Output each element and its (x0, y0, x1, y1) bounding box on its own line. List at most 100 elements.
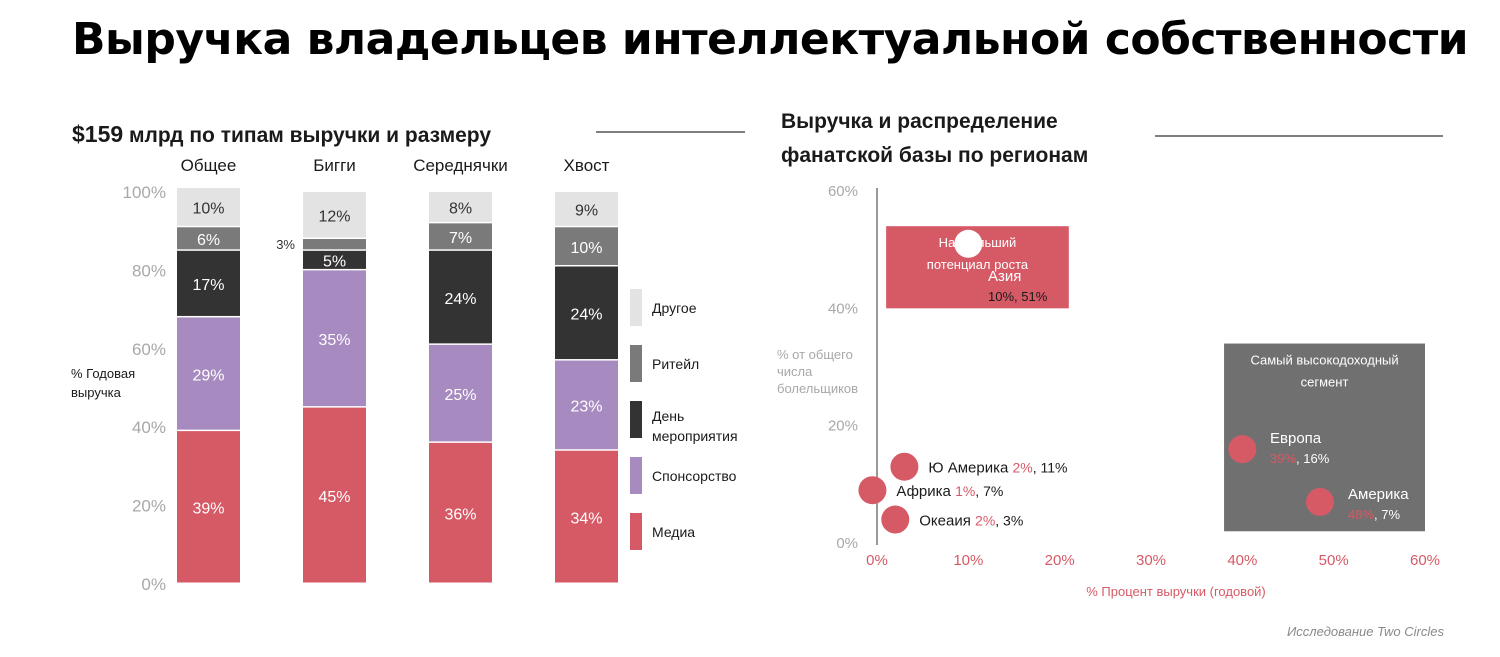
scatter-y-tick-label: 20% (828, 418, 858, 435)
bar-data-label: 35% (318, 332, 350, 349)
bar-segment-media (429, 442, 492, 583)
bar-y-tick-label: 40% (132, 418, 166, 437)
legend-swatch-other (630, 289, 642, 326)
bar-data-label: 39% (192, 501, 224, 518)
scatter-point-name: Азия (988, 268, 1021, 285)
scatter-point-label: Ю Америка 2%, 11% (928, 460, 1067, 477)
bar-segment-other (303, 192, 366, 238)
legend-label: мероприятия (652, 428, 738, 444)
bar-segment-other (177, 188, 240, 226)
source-note: Исследование Two Circles (1287, 624, 1445, 639)
scatter-point-separator: , (975, 483, 983, 499)
scatter-chart-title: фанатской базы по регионам (781, 144, 1088, 167)
bar-data-label: 10% (570, 240, 602, 257)
scatter-point-name: Америка (1348, 486, 1409, 503)
legend-label: Ритейл (652, 356, 699, 372)
bar-y-axis-label: выручка (71, 385, 122, 400)
scatter-point-label: Океаия 2%, 3% (919, 513, 1023, 530)
bar-segment-other (429, 192, 492, 222)
scatter-point-separator: , (995, 513, 1003, 529)
bar-data-label: 12% (318, 209, 350, 226)
scatter-point-y-value: 51% (1021, 289, 1047, 304)
legend-label: Медиа (652, 524, 695, 540)
bar-segment-media (177, 431, 240, 583)
scatter-point (1228, 435, 1257, 464)
scatter-x-axis-label: % Процент выручки (годовой) (1086, 584, 1266, 599)
scatter-point-separator: , (1033, 460, 1041, 476)
page-title: Выручка владельцев интеллектуальной собс… (72, 14, 1469, 65)
scatter-chart-title: Выручка и распределение (781, 110, 1058, 133)
scatter-point (858, 476, 887, 505)
scatter-chart: Выручка и распределение фанатской базы по… (777, 110, 1443, 599)
scatter-point-values: 10%, 51% (988, 289, 1048, 304)
scatter-y-axis-label: болельщиков (777, 381, 858, 396)
bar-y-tick-label: 20% (132, 497, 166, 516)
scatter-x-tick-label: 0% (866, 552, 888, 569)
scatter-point-x-value: 2% (975, 513, 995, 529)
scatter-region-label: сегмент (1301, 375, 1349, 390)
bar-data-label: 17% (192, 277, 224, 294)
bar-y-tick-label: 60% (132, 340, 166, 359)
scatter-point-separator: , (1374, 507, 1381, 522)
bar-category-label: Общее (181, 156, 237, 175)
scatter-point-y-value: 7% (983, 483, 1003, 499)
bar-data-label: 29% (192, 367, 224, 384)
bar-segment-other (555, 192, 618, 226)
scatter-point-separator: , (1014, 289, 1021, 304)
bar-data-label: 34% (570, 510, 602, 527)
scatter-x-tick-label: 40% (1227, 552, 1257, 569)
scatter-point (890, 452, 919, 481)
legend-label: Спонсорство (652, 468, 737, 484)
scatter-point-label: Африка 1%, 7% (896, 483, 1003, 500)
bar-y-tick-label: 0% (141, 575, 166, 594)
bar-data-label: 7% (449, 230, 472, 247)
legend-label: Другое (652, 300, 697, 316)
scatter-x-tick-label: 10% (953, 552, 983, 569)
bar-segment-retail (303, 239, 366, 250)
scatter-point (1305, 487, 1334, 516)
legend-swatch-media (630, 513, 642, 550)
bar-category-label: Бигги (313, 156, 356, 175)
legend-swatch-sponsorship (630, 457, 642, 494)
scatter-y-axis-label: числа (777, 364, 813, 379)
scatter-point (954, 229, 983, 258)
bar-segment-matchday (177, 250, 240, 316)
bar-segment-sponsorship (429, 344, 492, 442)
bar-segment-sponsorship (303, 270, 366, 407)
scatter-point-values: 39%, 16% (1270, 451, 1330, 466)
bar-category-label: Середнячки (413, 156, 508, 175)
bar-category-label: Хвост (564, 156, 610, 175)
bar-y-tick-label: 80% (132, 261, 166, 280)
bar-data-label: 23% (570, 399, 602, 416)
bar-segment-media (303, 407, 366, 583)
scatter-point-x-value: 10% (988, 289, 1014, 304)
bar-data-label: 3% (276, 237, 295, 252)
bar-data-label: 24% (444, 291, 476, 308)
scatter-point-y-value: 3% (1003, 513, 1023, 529)
scatter-y-tick-label: 40% (828, 300, 858, 317)
scatter-y-axis-label: % от общего (777, 347, 853, 362)
scatter-x-tick-label: 60% (1410, 552, 1440, 569)
scatter-point-x-value: 1% (955, 483, 975, 499)
scatter-point-name: Европа (1270, 430, 1322, 447)
legend-label: День (652, 408, 684, 424)
bar-data-label: 36% (444, 506, 476, 523)
bar-segment-matchday (555, 266, 618, 360)
bar-chart-title-rest: млрд по типам выручки и размеру (123, 124, 491, 147)
stacked-bar-chart: $159 млрд по типам выручки и размеру 0% 20… (71, 121, 745, 594)
scatter-region-label: Самый высокодоходный (1250, 353, 1398, 368)
scatter-point-y-value: 11% (1041, 460, 1068, 476)
scatter-x-tick-label: 50% (1319, 552, 1349, 569)
bar-chart-title-amount: $159 (72, 121, 123, 147)
bar-data-label: 25% (444, 387, 476, 404)
bar-segment-sponsorship (177, 317, 240, 430)
legend-swatch-matchday (630, 401, 642, 438)
scatter-point (881, 505, 910, 534)
bar-segment-matchday (429, 250, 492, 344)
bar-segment-matchday (303, 250, 366, 269)
bar-data-label: 5% (323, 254, 346, 271)
bar-data-label: 24% (570, 307, 602, 324)
scatter-point-x-value: 39% (1270, 451, 1296, 466)
scatter-point-y-value: 16% (1303, 451, 1329, 466)
